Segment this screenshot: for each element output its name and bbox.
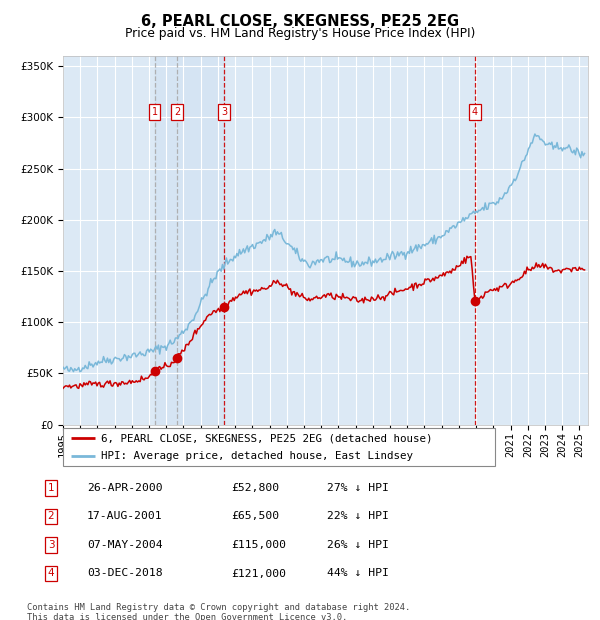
Text: 27% ↓ HPI: 27% ↓ HPI — [327, 483, 389, 493]
Text: £65,500: £65,500 — [231, 512, 279, 521]
Text: £52,800: £52,800 — [231, 483, 279, 493]
Text: 26-APR-2000: 26-APR-2000 — [87, 483, 163, 493]
Text: 03-DEC-2018: 03-DEC-2018 — [87, 569, 163, 578]
Text: HPI: Average price, detached house, East Lindsey: HPI: Average price, detached house, East… — [101, 451, 413, 461]
Text: 26% ↓ HPI: 26% ↓ HPI — [327, 540, 389, 550]
Bar — [155, 56, 224, 425]
Text: 4: 4 — [472, 107, 478, 117]
Text: 6, PEARL CLOSE, SKEGNESS, PE25 2EG (detached house): 6, PEARL CLOSE, SKEGNESS, PE25 2EG (deta… — [101, 433, 433, 443]
Text: 22% ↓ HPI: 22% ↓ HPI — [327, 512, 389, 521]
Text: Price paid vs. HM Land Registry's House Price Index (HPI): Price paid vs. HM Land Registry's House … — [125, 27, 475, 40]
Text: 6, PEARL CLOSE, SKEGNESS, PE25 2EG: 6, PEARL CLOSE, SKEGNESS, PE25 2EG — [141, 14, 459, 29]
Text: 4: 4 — [47, 569, 55, 578]
Text: 3: 3 — [47, 540, 55, 550]
Text: 3: 3 — [221, 107, 227, 117]
Text: 1: 1 — [152, 107, 158, 117]
FancyBboxPatch shape — [63, 428, 495, 466]
Text: 44% ↓ HPI: 44% ↓ HPI — [327, 569, 389, 578]
Text: £115,000: £115,000 — [231, 540, 286, 550]
Text: £121,000: £121,000 — [231, 569, 286, 578]
Text: 1: 1 — [47, 483, 55, 493]
Text: 2: 2 — [47, 512, 55, 521]
Text: 07-MAY-2004: 07-MAY-2004 — [87, 540, 163, 550]
Text: 17-AUG-2001: 17-AUG-2001 — [87, 512, 163, 521]
Text: Contains HM Land Registry data © Crown copyright and database right 2024.
This d: Contains HM Land Registry data © Crown c… — [27, 603, 410, 620]
Text: 2: 2 — [174, 107, 180, 117]
